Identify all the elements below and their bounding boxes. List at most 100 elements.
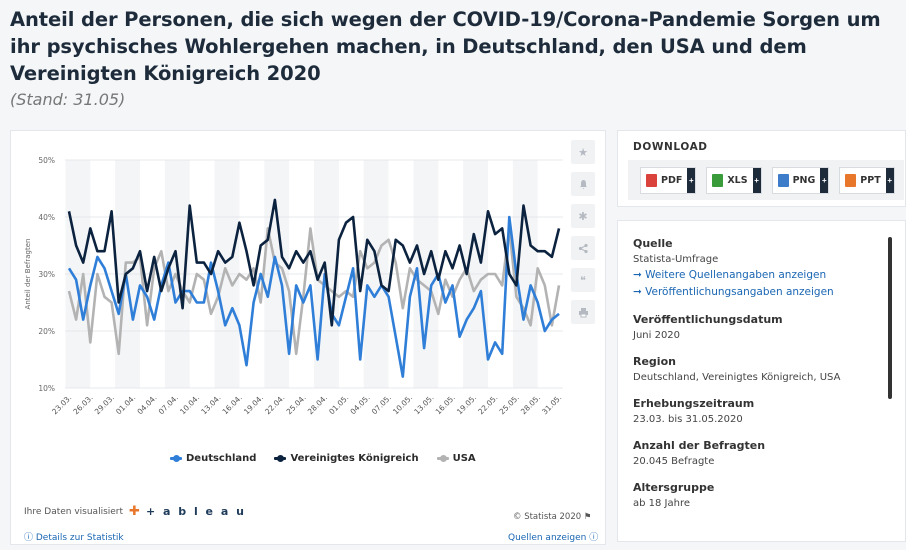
x-tick-label: 26.03. (71, 393, 94, 416)
x-tick-label: 10.05. (391, 393, 414, 416)
info-card: Quelle Statista-Umfrage ➞ Weitere Quelle… (617, 220, 906, 542)
y-tick-label: 20% (38, 327, 55, 336)
y-tick-label: 10% (38, 384, 55, 393)
count-heading: Anzahl der Befragten (633, 439, 766, 452)
x-tick-label: 25.04. (285, 393, 308, 416)
plus-icon[interactable]: + (752, 168, 761, 193)
download-label: PPT (860, 175, 881, 186)
legend-item-vereinigtes-koenigreich[interactable]: Vereinigtes Königreich (274, 453, 419, 464)
x-tick-label: 07.05. (370, 393, 393, 416)
details-link[interactable]: ⓘ Details zur Statistik (24, 533, 124, 543)
legend-swatch (170, 455, 182, 462)
download-title: DOWNLOAD (633, 141, 708, 153)
x-tick-label: 07.04. (157, 393, 180, 416)
download-label: PDF (661, 175, 683, 186)
series-line-usa (67, 227, 561, 356)
x-tick-label: 19.04. (242, 393, 265, 416)
x-tick-label: 29.03. (93, 393, 116, 416)
source-value: Statista-Umfrage (633, 254, 719, 265)
y-axis-label: Anteil der Befragten (24, 239, 32, 310)
chart-card (10, 130, 606, 545)
y-tick-label: 30% (38, 270, 55, 279)
legend-label: Vereinigtes Königreich (290, 453, 419, 464)
info-scrollbar[interactable] (888, 237, 892, 399)
more-sources-link[interactable]: ➞ Weitere Quellenangaben anzeigen (633, 269, 827, 281)
x-tick-label: 22.04. (263, 393, 286, 416)
visualized-label: Ihre Daten visualisiert (24, 506, 124, 517)
period-value: 23.03. bis 31.05.2020 (633, 414, 743, 425)
download-label: XLS (727, 175, 748, 186)
legend-swatch (436, 455, 449, 462)
x-tick-label: 04.05. (348, 393, 371, 416)
download-card: DOWNLOAD PDF + XLS + PNG + (617, 130, 906, 207)
x-tick-label: 01.04. (114, 393, 137, 416)
plus-icon[interactable]: + (885, 168, 894, 193)
age-value: ab 18 Jahre (633, 498, 691, 509)
pdf-file-icon (646, 174, 657, 187)
print-icon[interactable] (571, 300, 595, 324)
x-tick-label: 19.05. (455, 393, 478, 416)
legend-item-deutschland[interactable]: Deutschland (170, 453, 256, 464)
region-block: Region Deutschland, Vereinigtes Königrei… (633, 355, 883, 385)
download-label: PNG (792, 175, 816, 186)
page-subtitle: (Stand: 31.05) (10, 90, 126, 109)
publication-info-link[interactable]: ➞ Veröffentlichungsangaben anzeigen (633, 286, 834, 298)
png-file-icon (777, 174, 789, 187)
x-tick-label: 01.05. (327, 393, 350, 416)
x-tick-label: 25.05. (498, 393, 521, 416)
quote-icon[interactable]: ❝ (571, 268, 595, 292)
share-icon[interactable] (571, 236, 595, 260)
chart-legend: Deutschland Vereinigtes Königreich USA (170, 453, 476, 464)
plus-icon[interactable]: + (820, 168, 829, 193)
page-header: Anteil der Personen, die sich wegen der … (10, 6, 890, 109)
count-value: 20.045 Befragte (633, 456, 715, 467)
xls-file-icon (712, 174, 724, 187)
page-title: Anteil der Personen, die sich wegen der … (10, 8, 881, 85)
gear-icon[interactable]: ✱ (571, 204, 595, 228)
tableau-note: Ihre Daten visualisiert ✚ + a b l e a u (24, 504, 246, 519)
x-tick-label: 04.04. (135, 393, 158, 416)
side-icon-bar: ★ ✱ ❝ (571, 140, 595, 332)
legend-swatch (274, 455, 287, 462)
sources-link[interactable]: Quellen anzeigen ⓘ (508, 533, 599, 543)
period-block: Erhebungszeitraum 23.03. bis 31.05.2020 (633, 397, 883, 427)
region-value: Deutschland, Vereinigtes Königreich, USA (633, 372, 841, 383)
y-tick-label: 40% (38, 213, 55, 222)
download-ppt-button[interactable]: PPT + (839, 167, 895, 194)
count-block: Anzahl der Befragten 20.045 Befragte (633, 439, 883, 469)
x-tick-label: 28.05. (519, 393, 542, 416)
tableau-logo-icon: ✚ (129, 504, 140, 519)
x-tick-label: 13.04. (199, 393, 222, 416)
pubdate-value: Juni 2020 (633, 330, 681, 341)
download-xls-button[interactable]: XLS + (706, 167, 762, 194)
series-line-deutschland (67, 215, 560, 378)
legend-item-usa[interactable]: USA (436, 453, 476, 464)
source-block: Quelle Statista-Umfrage ➞ Weitere Quelle… (633, 237, 883, 301)
x-tick-label: 16.04. (221, 393, 244, 416)
legend-label: USA (452, 453, 476, 464)
age-heading: Altersgruppe (633, 481, 715, 494)
tableau-logo-text: + a b l e a u (145, 505, 246, 518)
x-tick-label: 28.04. (306, 393, 329, 416)
bell-icon[interactable] (571, 172, 595, 196)
pubdate-block: Veröffentlichungsdatum Juni 2020 (633, 313, 883, 343)
x-tick-label: 13.05. (412, 393, 435, 416)
series-line-vereinigtes-k-nigreich (67, 198, 561, 327)
x-tick-label: 31.05. (540, 393, 563, 416)
ppt-file-icon (845, 174, 857, 187)
star-icon[interactable]: ★ (571, 140, 595, 164)
source-heading: Quelle (633, 237, 673, 250)
download-pdf-button[interactable]: PDF + (640, 167, 697, 194)
y-tick-label: 50% (38, 156, 55, 165)
line-chart: 10% 20% 30% 40% 50% Anteil der Befragten 23.03… (24, 156, 563, 416)
x-tick-label: 22.05. (476, 393, 499, 416)
flag-icon: ⚑ (583, 512, 592, 522)
x-tick-label: 16.05. (434, 393, 457, 416)
copyright-text: © Statista 2020 (513, 512, 582, 522)
x-tick-label: 23.03. (50, 393, 73, 416)
download-buttons: PDF + XLS + PNG + PPT + (628, 160, 904, 200)
plus-icon[interactable]: + (687, 168, 696, 193)
legend-label: Deutschland (186, 453, 257, 464)
region-heading: Region (633, 355, 676, 368)
download-png-button[interactable]: PNG + (771, 167, 830, 194)
